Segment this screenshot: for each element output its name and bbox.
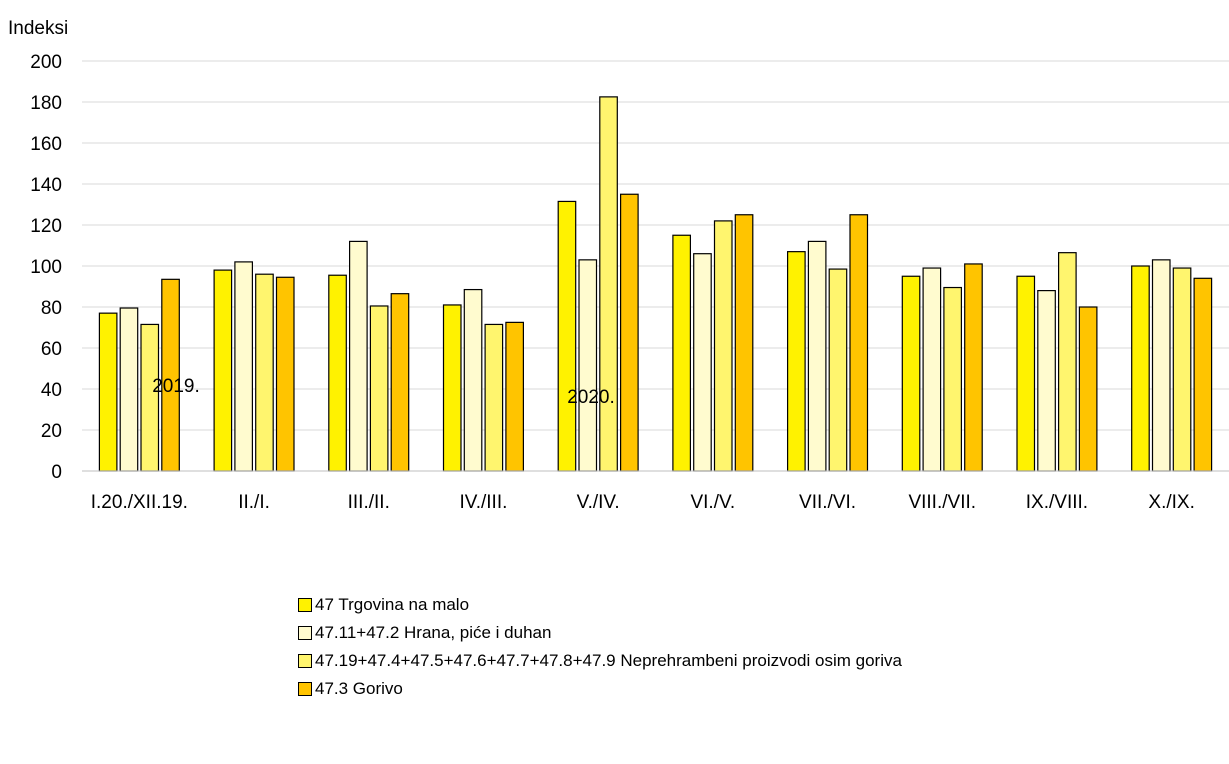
bar [98,312,118,472]
bar [807,240,827,472]
bar [619,193,639,472]
bar [693,253,712,472]
bar [578,259,598,472]
bar [442,304,462,472]
bar [901,275,921,472]
bar [119,307,139,472]
legend-item-trgovina: 47 Trgovina na malo [298,591,902,619]
bar [1151,259,1171,472]
x-tick-label: VIII./VII. [908,492,976,513]
legend-label: 47.19+47.4+47.5+47.6+47.7+47.8+47.9 Nepr… [315,651,902,670]
gridlines [82,60,1229,431]
legend-swatch [298,626,312,640]
bar [1057,252,1077,472]
bar [599,96,618,472]
bar [328,274,347,472]
bars [98,96,1213,472]
y-tick-label: 40 [41,380,62,401]
legend-item-gorivo: 47.3 Gorivo [298,675,902,703]
x-tick-label: VI./V. [690,492,735,513]
y-tick-label: 80 [41,298,62,319]
bar [484,323,504,472]
x-tick-label: I.20./XII.19. [91,492,188,513]
legend-item-neprehrambeni: 47.19+47.4+47.5+47.6+47.7+47.8+47.9 Nepr… [298,647,902,675]
y-tick-label: 60 [41,339,62,360]
y-tick-label: 120 [30,216,62,237]
y-tick-label: 20 [41,421,62,442]
bar [255,273,274,472]
bar [390,293,410,472]
legend-label: 47 Trgovina na malo [315,595,470,614]
bar [734,214,754,472]
legend: 47 Trgovina na malo 47.11+47.2 Hrana, pi… [298,591,902,703]
bar [557,200,577,472]
bar [234,261,253,472]
x-tick-label: IV./III. [460,492,508,513]
bar [828,268,848,472]
bar [1172,267,1192,472]
bar [369,305,389,472]
y-tick-label: 160 [30,134,62,155]
bar [140,323,160,472]
bar [964,263,983,472]
y-tick-label: 100 [30,257,62,278]
axes: 0 20 40 60 80 100 120 140 160 180 200 I.20./XII.19.… [30,52,1229,513]
y-axis-title: Indeksi [8,18,68,39]
legend-swatch [298,654,312,668]
bar [672,234,692,472]
bar [1131,265,1150,472]
bar [1037,290,1056,472]
y-tick-label: 0 [51,462,62,483]
y-tick-label: 140 [30,175,62,196]
legend-swatch [298,682,312,696]
bar [713,220,733,472]
bar [349,240,368,472]
legend-item-hrana: 47.11+47.2 Hrana, piće i duhan [298,619,902,647]
bar [213,269,233,472]
bar [922,267,942,472]
bar [275,276,295,472]
x-tick-label: IX./VIII. [1026,492,1088,513]
x-tick-label: II./I. [238,492,270,513]
x-tick-label: VII./VI. [799,492,856,513]
bar [463,288,483,472]
legend-swatch [298,598,312,612]
legend-label: 47.3 Gorivo [315,679,403,698]
legend-label: 47.11+47.2 Hrana, piće i duhan [315,623,552,642]
y-tick-label: 200 [30,52,62,73]
bar [1193,277,1213,472]
x-year-label-2020: 2020. [567,387,615,408]
bar [1078,306,1098,472]
x-tick-label: X./IX. [1148,492,1194,513]
bar [505,321,524,472]
bar [786,251,806,472]
x-year-label-2019: 2019. [152,376,200,397]
bar [943,286,963,472]
x-tick-label: III./II. [348,492,390,513]
x-tick-label: V./IV. [577,492,620,513]
bar [849,214,869,472]
bar [1016,275,1036,472]
y-tick-label: 180 [30,93,62,114]
